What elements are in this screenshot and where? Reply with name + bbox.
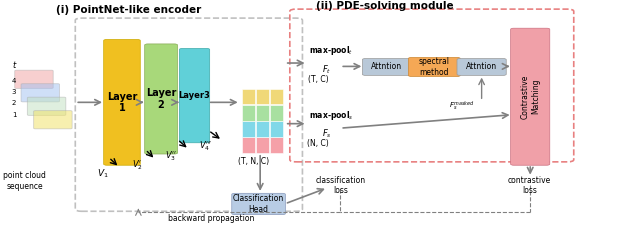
- Bar: [243, 89, 255, 104]
- Text: (N, C): (N, C): [307, 139, 329, 148]
- Bar: [270, 121, 283, 137]
- Text: Layer3: Layer3: [179, 91, 211, 100]
- FancyBboxPatch shape: [15, 70, 53, 88]
- Text: (ii) PDE-solving module: (ii) PDE-solving module: [316, 1, 453, 11]
- FancyBboxPatch shape: [34, 111, 72, 129]
- FancyBboxPatch shape: [145, 44, 177, 154]
- FancyBboxPatch shape: [457, 59, 506, 75]
- Bar: [243, 137, 255, 153]
- Bar: [243, 121, 255, 137]
- Text: max-pool$_t$: max-pool$_t$: [308, 44, 353, 57]
- Text: 3: 3: [12, 89, 17, 95]
- Bar: [270, 89, 283, 104]
- Text: contrastive
loss: contrastive loss: [508, 176, 551, 195]
- Text: 1: 1: [12, 112, 17, 118]
- Text: Contrastive
Matching: Contrastive Matching: [520, 74, 540, 119]
- Text: $F_s^{masked}$: $F_s^{masked}$: [449, 100, 475, 114]
- Bar: [270, 137, 283, 153]
- Text: max-pool$_s$: max-pool$_s$: [308, 109, 353, 122]
- Text: $V_2'$: $V_2'$: [132, 158, 143, 172]
- Text: classification
loss: classification loss: [316, 176, 365, 195]
- FancyBboxPatch shape: [511, 28, 550, 165]
- Text: Layer
2: Layer 2: [146, 88, 176, 110]
- Text: backward propagation: backward propagation: [168, 214, 254, 222]
- FancyBboxPatch shape: [362, 59, 412, 75]
- FancyBboxPatch shape: [179, 48, 210, 143]
- Text: (i) PointNet-like encoder: (i) PointNet-like encoder: [56, 5, 202, 15]
- FancyBboxPatch shape: [408, 57, 460, 76]
- Text: t: t: [12, 61, 16, 70]
- Text: $V_4'''$: $V_4'''$: [199, 139, 212, 153]
- Bar: [243, 105, 255, 121]
- Text: (T, C): (T, C): [308, 75, 328, 84]
- FancyBboxPatch shape: [232, 193, 285, 215]
- Bar: [257, 89, 269, 104]
- Text: 2: 2: [12, 101, 16, 106]
- Text: Layer
1: Layer 1: [107, 91, 137, 113]
- FancyBboxPatch shape: [21, 84, 60, 102]
- FancyBboxPatch shape: [104, 39, 140, 165]
- Text: $V_1$: $V_1$: [97, 168, 108, 180]
- Bar: [270, 105, 283, 121]
- FancyBboxPatch shape: [28, 97, 66, 115]
- Bar: [257, 105, 269, 121]
- Text: spectral
method: spectral method: [419, 57, 450, 77]
- Text: $F_s$: $F_s$: [321, 128, 332, 140]
- Bar: [257, 137, 269, 153]
- Text: (T, N, C): (T, N, C): [238, 157, 269, 166]
- Text: point cloud
sequence: point cloud sequence: [3, 171, 46, 191]
- Text: 4: 4: [12, 78, 16, 84]
- Bar: [257, 121, 269, 137]
- Text: Classification
Head: Classification Head: [233, 194, 284, 214]
- Text: $V_3''$: $V_3''$: [164, 150, 177, 163]
- Text: Attntion: Attntion: [466, 62, 497, 72]
- Text: Attntion: Attntion: [371, 62, 403, 72]
- Text: $F_t$: $F_t$: [322, 64, 331, 76]
